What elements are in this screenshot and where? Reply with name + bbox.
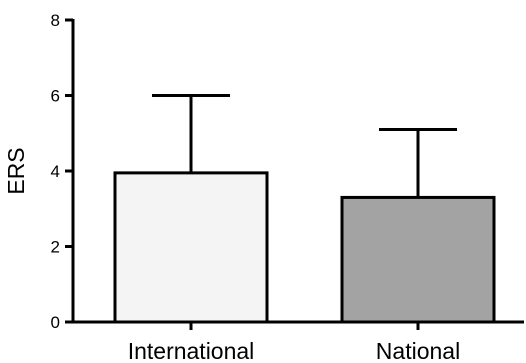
- error-bars: [152, 94, 457, 198]
- y-tick-label: 4: [51, 162, 60, 181]
- y-tick-label: 6: [51, 87, 60, 106]
- y-axis-ticks: 0 2 4 6 8: [51, 11, 73, 332]
- bar-international: [113, 171, 269, 324]
- y-tick-label: 8: [51, 11, 60, 30]
- x-tick-label: International: [128, 338, 255, 363]
- x-tick-label: National: [376, 338, 460, 363]
- bar-national: [340, 195, 496, 324]
- y-tick-label: 2: [51, 238, 60, 257]
- x-axis-ticks: International National: [128, 322, 460, 363]
- y-axis-title: ERS: [3, 147, 29, 194]
- y-tick-label: 0: [51, 313, 60, 332]
- bars: [113, 171, 496, 324]
